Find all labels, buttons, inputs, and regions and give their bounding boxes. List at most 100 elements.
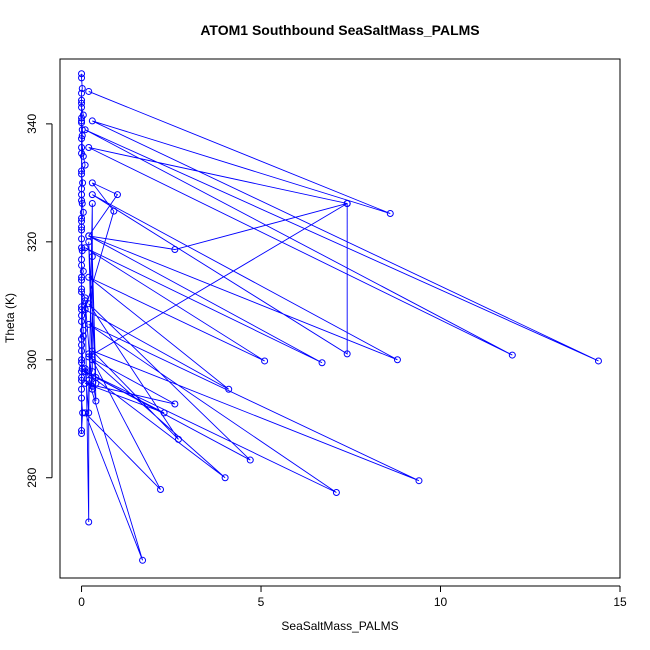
data-point xyxy=(78,99,86,107)
data-point xyxy=(85,409,93,417)
series-1 xyxy=(78,70,89,438)
data-point xyxy=(78,385,86,393)
chart-title: ATOM1 Southbound SeaSaltMass_PALMS xyxy=(200,22,479,38)
data-point xyxy=(78,96,86,104)
data-point xyxy=(81,409,89,417)
y-tick-label: 300 xyxy=(25,349,39,369)
data-point xyxy=(81,365,89,373)
y-tick-label: 340 xyxy=(25,114,39,134)
data-point xyxy=(78,149,86,157)
data-point xyxy=(81,244,89,252)
data-point xyxy=(88,179,96,187)
data-point xyxy=(88,356,96,364)
data-point xyxy=(78,199,86,207)
series-line xyxy=(84,91,599,561)
data-point xyxy=(78,117,86,125)
x-tick-label: 5 xyxy=(258,595,265,609)
data-point xyxy=(81,297,89,305)
y-axis: 280 300 320 340 xyxy=(25,114,53,488)
data-point xyxy=(78,306,86,314)
x-axis: 0 5 10 15 xyxy=(78,585,627,609)
data-point xyxy=(79,332,87,340)
data-point xyxy=(78,114,86,122)
data-point xyxy=(85,350,93,358)
data-point xyxy=(88,385,96,393)
data-point xyxy=(78,167,86,175)
plot-frame xyxy=(59,58,621,579)
data-point xyxy=(393,356,401,364)
data-point xyxy=(78,197,86,205)
data-point xyxy=(88,382,96,390)
data-point xyxy=(78,288,86,296)
data-point xyxy=(78,341,86,349)
data-point xyxy=(78,70,86,78)
data-point xyxy=(160,409,168,417)
data-point xyxy=(88,368,96,376)
data-point xyxy=(78,373,86,381)
data-point xyxy=(78,103,86,111)
data-point xyxy=(78,170,86,178)
x-tick-label: 10 xyxy=(434,595,448,609)
data-point xyxy=(85,320,93,328)
series-2 xyxy=(81,87,602,564)
data-point xyxy=(88,199,96,207)
data-point xyxy=(78,226,86,234)
data-point xyxy=(332,488,340,496)
data-point xyxy=(78,317,86,325)
data-point xyxy=(171,400,179,408)
data-point xyxy=(78,235,86,243)
data-point xyxy=(343,350,351,358)
data-point xyxy=(139,556,147,564)
data-point xyxy=(261,357,269,365)
data-point xyxy=(78,276,86,284)
data-point xyxy=(110,207,118,215)
data-point xyxy=(508,351,516,359)
series-layer xyxy=(78,70,602,564)
data-point xyxy=(157,486,165,494)
y-axis-label: Theta (K) xyxy=(3,293,17,343)
data-point xyxy=(171,246,179,253)
data-point xyxy=(81,306,89,314)
data-point xyxy=(85,273,93,281)
data-point xyxy=(85,238,93,246)
data-point xyxy=(92,397,100,405)
y-tick-label: 280 xyxy=(25,467,39,487)
data-point xyxy=(221,474,229,482)
data-point xyxy=(81,368,89,376)
data-point xyxy=(113,191,121,199)
data-point xyxy=(88,117,96,125)
data-point xyxy=(78,132,86,140)
data-point xyxy=(386,210,394,218)
data-point xyxy=(594,357,602,365)
data-point xyxy=(85,87,93,95)
data-point xyxy=(343,199,351,207)
x-tick-label: 0 xyxy=(78,595,85,609)
data-point xyxy=(81,126,89,134)
data-point xyxy=(78,285,86,293)
data-point xyxy=(78,430,86,438)
data-point xyxy=(78,214,86,222)
data-point xyxy=(78,135,86,143)
data-point xyxy=(78,356,86,364)
data-point xyxy=(78,89,86,97)
data-point xyxy=(85,518,93,526)
data-point xyxy=(225,385,233,393)
data-point xyxy=(78,273,86,281)
data-point xyxy=(78,394,86,402)
data-point xyxy=(85,376,93,384)
data-point xyxy=(246,456,254,464)
data-point xyxy=(78,427,86,435)
data-point xyxy=(415,477,423,485)
data-point xyxy=(78,74,86,82)
data-point xyxy=(318,359,326,367)
data-point xyxy=(78,84,86,92)
data-point xyxy=(88,253,96,261)
data-point xyxy=(88,191,96,199)
data-point xyxy=(78,359,86,367)
x-axis-label: SeaSaltMass_PALMS xyxy=(281,619,398,633)
data-point xyxy=(85,143,93,151)
y-tick-label: 320 xyxy=(25,231,39,251)
data-point xyxy=(174,435,182,443)
